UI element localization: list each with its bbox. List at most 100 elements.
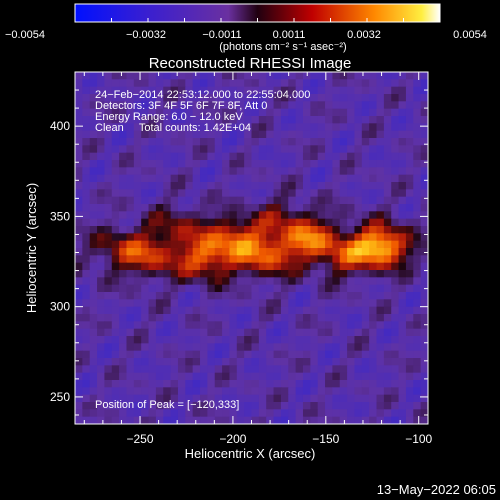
heatmap-cell [222,226,231,234]
heatmap-cell [97,262,106,271]
heatmap-cell [317,336,326,344]
heatmap-cell [119,394,128,403]
heatmap-cell [222,343,231,352]
heatmap-cell [325,226,333,234]
heatmap-cell [251,204,260,212]
heatmap-cell [133,101,142,110]
heatmap-cell [361,189,370,198]
heatmap-cell [369,94,378,102]
heatmap-cell [302,321,311,330]
heatmap-cell [369,270,378,278]
heatmap-cell [251,152,260,161]
heatmap-cell [119,226,128,234]
heatmap-cell [192,277,201,286]
heatmap-cell [148,409,157,418]
heatmap-cell [405,211,414,220]
heatmap-cell [413,255,422,264]
heatmap-cell [347,116,356,124]
heatmap-cell [347,365,356,374]
heatmap-cell [420,394,428,403]
heatmap-cell [302,152,311,161]
heatmap-cell [369,336,378,344]
heatmap-cell [258,211,267,220]
heatmap-cell [354,328,363,337]
heatmap-cell [398,372,407,381]
heatmap-cell [104,328,113,337]
heatmap-cell [163,292,172,300]
heatmap-cell [111,328,120,337]
heatmap-cell [354,365,363,374]
heatmap-cell [170,226,179,234]
heatmap-cell [104,314,113,322]
heatmap-cell [354,277,363,286]
heatmap-cell [376,387,385,396]
heatmap-cell [347,160,356,168]
heatmap-cell [89,299,98,308]
x-tick-label: −100 [405,432,432,446]
heatmap-cell [383,372,392,381]
heatmap-cell [266,328,275,337]
heatmap-cell [229,365,238,374]
heatmap-cell [222,108,231,117]
heatmap-cell [413,409,422,418]
heatmap-cell [104,416,113,424]
heatmap-cell [126,372,135,381]
heatmap-cell [75,380,83,388]
heatmap-cell [222,101,231,110]
heatmap-cell [288,409,297,418]
heatmap-cell [229,160,238,168]
plot-area: 24−Feb−2014 22:53:12.000 to 22:55:04.000… [74,71,429,425]
heatmap-cell [119,233,128,242]
heatmap-cell [214,211,223,220]
heatmap-cell [325,284,333,293]
heatmap-cell [332,123,341,132]
heatmap-cell [155,174,164,183]
heatmap-cell [420,211,428,220]
heatmap-cell [295,343,304,352]
heatmap-cell [258,284,267,293]
heatmap-cell [177,218,186,227]
heatmap-cell [347,94,356,102]
heatmap-cell [413,167,422,176]
heatmap-cell [244,416,253,424]
heatmap-cell [383,409,392,418]
heatmap-cell [141,233,150,242]
heatmap-cell [192,116,201,124]
heatmap-cell [302,240,311,249]
heatmap-cell [148,196,157,205]
heatmap-cell [214,380,223,388]
heatmap-cell [317,416,326,424]
heatmap-cell [361,116,370,124]
heatmap-cell [251,94,260,102]
heatmap-cell [251,270,260,278]
heatmap-cell [376,218,385,227]
heatmap-cell [111,358,120,366]
heatmap-cell [376,270,385,278]
heatmap-cell [97,350,106,359]
heatmap-cell [302,174,311,183]
heatmap-cell [207,416,216,424]
heatmap-cell [236,86,245,95]
heatmap-cell [420,116,428,124]
heatmap-cell [295,196,304,205]
heatmap-cell [310,211,319,220]
heatmap-cell [420,145,428,154]
heatmap-cell [200,343,208,352]
heatmap-cell [97,314,106,322]
heatmap-cell [244,314,253,322]
heatmap-cell [111,387,120,396]
heatmap-cell [310,160,319,168]
heatmap-cell [420,336,428,344]
heatmap-cell [361,167,370,176]
heatmap-cell [420,196,428,205]
heatmap-cell [148,226,157,234]
heatmap-cell [126,240,135,249]
heatmap-cell [236,306,245,315]
heatmap-cell [177,409,186,418]
heatmap-cell [273,182,282,190]
heatmap-cell [369,152,378,161]
heatmap-cell [354,314,363,322]
heatmap-cell [376,123,385,132]
heatmap-cell [75,108,83,117]
heatmap-cell [207,409,216,418]
